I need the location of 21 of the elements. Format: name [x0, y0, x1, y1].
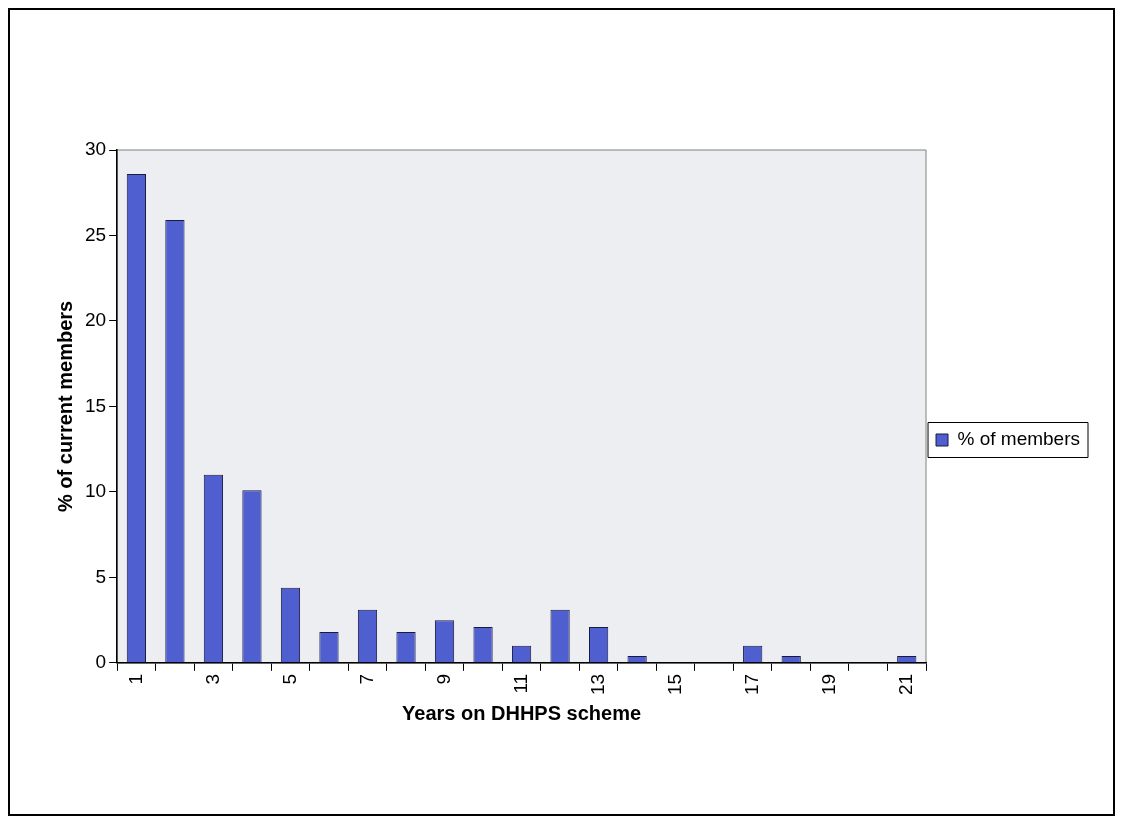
y-tick-label: 10: [84, 480, 107, 502]
y-tick-label: 20: [84, 309, 107, 331]
x-tick-label: 3: [201, 673, 223, 685]
x-tick-label: 15: [663, 673, 685, 696]
x-tick-label: 7: [355, 673, 377, 685]
y-tick-label: 25: [84, 223, 107, 245]
x-axis-title: Years on DHHPS scheme: [402, 701, 642, 724]
y-tick-label: 30: [84, 138, 107, 160]
x-tick-label: 5: [278, 673, 300, 685]
x-tick-label: 9: [432, 673, 454, 685]
y-tick-label: 5: [95, 565, 107, 587]
y-axis-title: % of current members: [53, 300, 76, 513]
x-tick-label: 17: [740, 673, 762, 696]
x-tick-label: 13: [586, 673, 608, 696]
x-tick-label: 21: [895, 673, 916, 696]
legend-label: % of members: [957, 428, 1080, 450]
y-tick-label: 0: [95, 651, 107, 673]
y-tick-label: 15: [84, 394, 107, 416]
x-tick-label: 11: [509, 673, 531, 694]
x-tick-label: 1: [124, 673, 146, 685]
x-tick-label: 19: [817, 673, 839, 696]
